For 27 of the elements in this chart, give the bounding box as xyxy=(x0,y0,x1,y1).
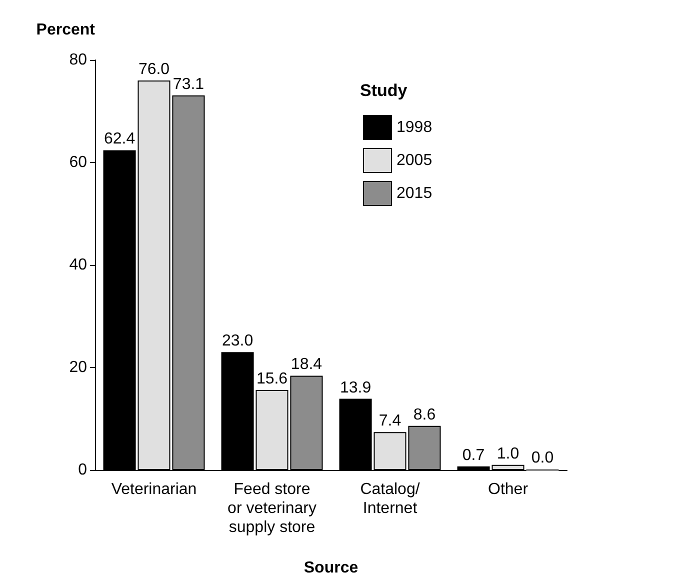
data-label: 76.0 xyxy=(138,61,170,78)
data-label: 1.0 xyxy=(496,445,520,462)
legend-label: 2015 xyxy=(396,185,432,202)
x-tick-label: Other xyxy=(488,481,529,498)
x-tick-label: Feed store or veterinary supply store xyxy=(228,481,316,536)
y-tick-label: 80 xyxy=(69,52,88,68)
legend-label: 2005 xyxy=(396,152,432,169)
data-label: 7.4 xyxy=(378,412,402,430)
data-label: 8.6 xyxy=(413,406,436,424)
data-label: 0.0 xyxy=(531,450,554,466)
x-tick-label: Catalog/ Internet xyxy=(360,481,420,517)
data-label: 18.4 xyxy=(290,356,322,374)
data-label: 23.0 xyxy=(222,332,254,350)
data-label: 15.6 xyxy=(256,370,288,388)
y-tick-label: 0 xyxy=(78,462,88,478)
legend-title: Study xyxy=(360,81,408,100)
data-label: 13.9 xyxy=(340,379,372,396)
legend-label: 1998 xyxy=(396,119,432,136)
y-tick-label: 20 xyxy=(69,359,88,376)
y-tick-label: 60 xyxy=(69,154,88,171)
y-tick-label: 40 xyxy=(69,256,88,274)
data-label: 73.1 xyxy=(172,76,204,93)
x-tick-label: Veterinarian xyxy=(111,481,197,498)
y-axis-title: Percent xyxy=(36,22,96,38)
data-label: 0.7 xyxy=(462,446,485,464)
x-axis-title: Source xyxy=(304,560,358,576)
data-label: 62.4 xyxy=(104,130,136,148)
